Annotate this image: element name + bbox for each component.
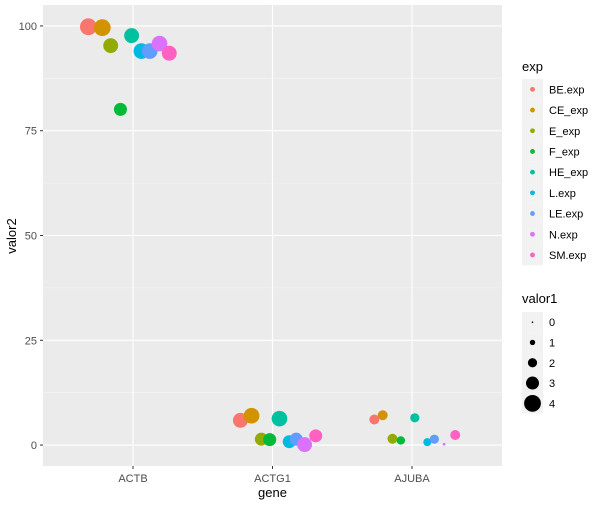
legend-label: HE_exp <box>549 167 588 179</box>
data-points <box>79 18 461 453</box>
data-point <box>387 433 398 444</box>
legend-swatch <box>530 252 535 258</box>
legend-label: N.exp <box>549 229 578 241</box>
size-legend-label: 0 <box>549 317 555 329</box>
x-axis-title: gene <box>258 485 287 500</box>
legend-label: SM.exp <box>549 250 586 262</box>
legend-swatch <box>530 211 535 216</box>
data-point <box>79 18 97 36</box>
data-point <box>243 407 260 424</box>
x-tick-label: ACTB <box>118 473 147 485</box>
data-point <box>429 434 439 444</box>
legend-swatch <box>530 86 535 92</box>
legend-label: L.exp <box>549 188 576 200</box>
data-point <box>113 102 127 116</box>
color-legend-title: exp <box>522 59 543 74</box>
legend-label: BE.exp <box>549 84 584 96</box>
data-point <box>396 436 406 445</box>
size-legend: 0 1 2 3 4 <box>522 312 555 414</box>
y-tick-label: 50 <box>25 231 37 243</box>
data-point <box>297 437 313 453</box>
size-legend-label: 2 <box>549 358 555 370</box>
x-axis-ticks: ACTB ACTG1 AJUBA <box>118 466 430 485</box>
y-tick-label: 75 <box>25 126 37 138</box>
x-tick-label: AJUBA <box>394 473 430 485</box>
data-point <box>410 413 420 423</box>
legend-swatch <box>530 169 535 175</box>
data-point <box>309 429 323 443</box>
legend-label: E_exp <box>549 126 580 138</box>
data-point <box>377 410 388 421</box>
major-gridlines <box>43 5 502 466</box>
data-point <box>442 442 446 446</box>
data-point <box>450 430 461 440</box>
x-tick-label: ACTG1 <box>254 473 291 485</box>
size-legend-swatch <box>529 339 536 346</box>
data-point <box>124 28 140 44</box>
legend-swatch <box>530 231 535 237</box>
data-point <box>151 35 168 52</box>
y-tick-label: 25 <box>25 335 37 347</box>
y-tick-label: 100 <box>19 21 37 33</box>
legend-swatch <box>530 190 535 196</box>
size-legend-title: valor1 <box>522 291 557 306</box>
data-point <box>423 438 432 447</box>
data-point <box>103 38 119 54</box>
y-axis-ticks: 0 25 50 75 100 <box>19 21 43 452</box>
size-legend-label: 3 <box>549 378 555 390</box>
data-point <box>271 410 288 427</box>
legend-label: CE_exp <box>549 105 588 117</box>
legend-label: F_exp <box>549 146 580 158</box>
data-point <box>93 19 111 37</box>
y-tick-label: 0 <box>31 440 37 452</box>
color-legend: BE.exp CE_exp E_exp F_exp HE_exp L.exp LE.exp N… <box>522 79 588 266</box>
data-point <box>369 414 380 425</box>
size-legend-label: 4 <box>549 398 555 410</box>
legend-swatch <box>530 149 535 154</box>
y-axis-title: valor2 <box>4 218 19 253</box>
legend-swatch <box>530 107 535 113</box>
size-legend-swatch <box>526 376 539 390</box>
data-point <box>161 45 177 61</box>
data-point <box>263 433 277 447</box>
size-legend-label: 1 <box>549 337 555 349</box>
legend-swatch <box>530 128 535 134</box>
size-legend-swatch <box>531 321 534 323</box>
size-legend-swatch <box>527 358 538 368</box>
size-legend-swatch <box>524 394 541 412</box>
legend-label: LE.exp <box>549 209 583 221</box>
